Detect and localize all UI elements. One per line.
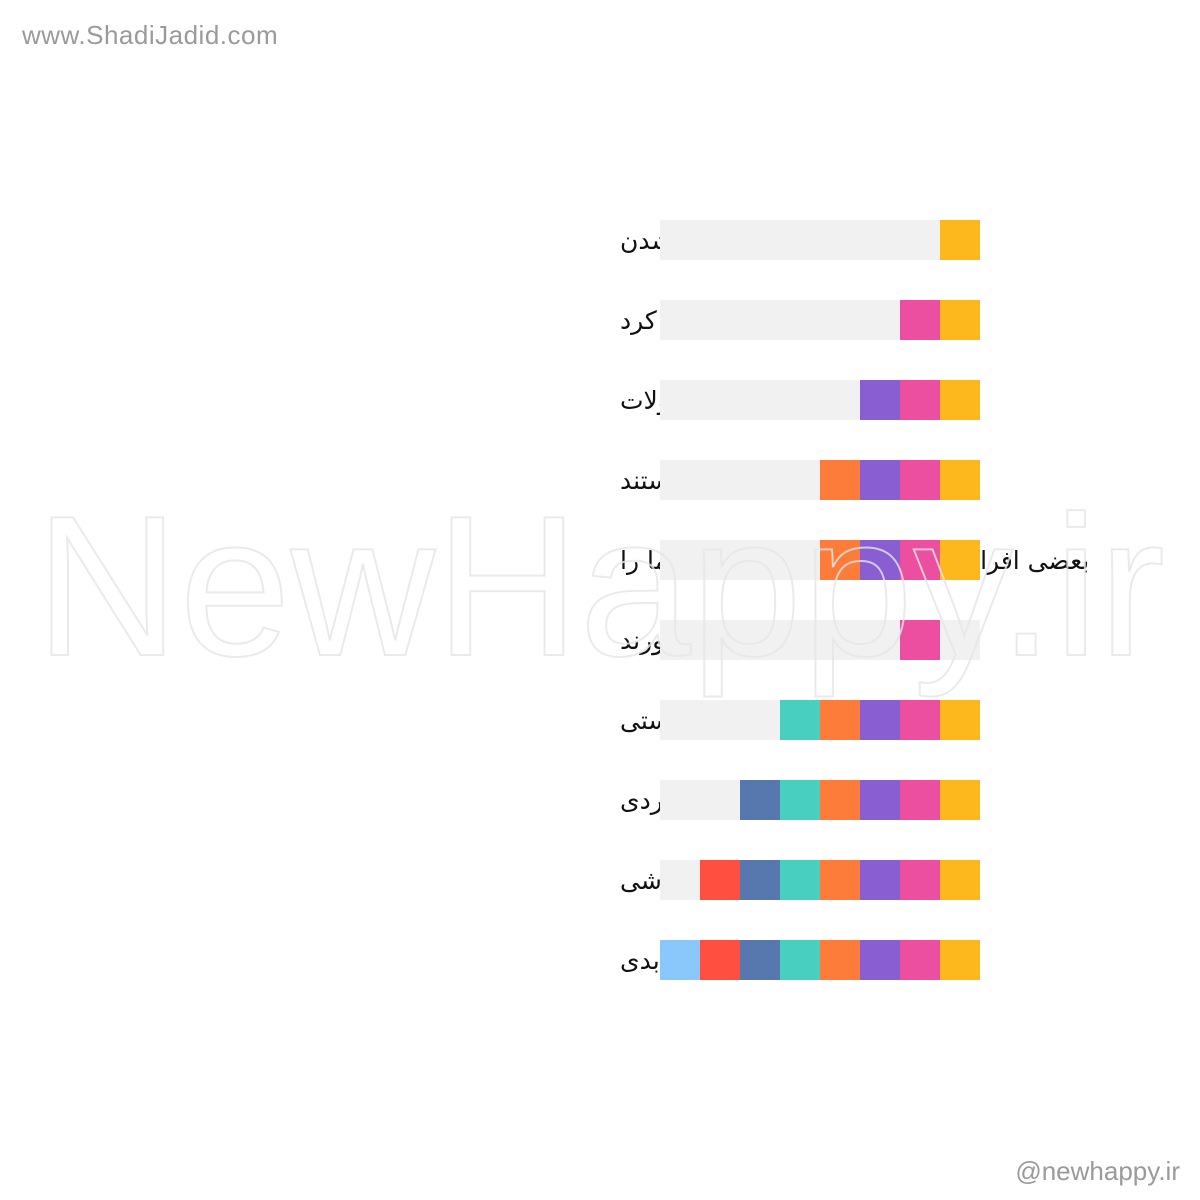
block [740, 940, 780, 980]
block [900, 620, 940, 660]
block [820, 940, 860, 980]
website: www.ShadiJadid.com [21, 20, 278, 50]
block [860, 860, 900, 900]
block [780, 860, 820, 900]
block [820, 460, 860, 500]
block [860, 380, 900, 420]
block [780, 780, 820, 820]
track [660, 220, 980, 260]
block [700, 940, 740, 980]
block [700, 860, 740, 900]
block [940, 700, 980, 740]
block [940, 540, 980, 580]
block [940, 860, 980, 900]
block [900, 540, 940, 580]
block [900, 460, 940, 500]
block [940, 300, 980, 340]
handle: @newhappy.ir [1015, 1156, 1180, 1186]
block [900, 380, 940, 420]
block [780, 940, 820, 980]
block [660, 940, 700, 980]
block [900, 940, 940, 980]
block [780, 700, 820, 740]
watermark: NewHappy.ir [35, 475, 1165, 698]
block [740, 780, 780, 820]
block [860, 700, 900, 740]
block [860, 940, 900, 980]
block [900, 300, 940, 340]
block [860, 540, 900, 580]
block [940, 220, 980, 260]
block [940, 460, 980, 500]
block [860, 780, 900, 820]
block [820, 700, 860, 740]
block [820, 860, 860, 900]
block [940, 380, 980, 420]
block [900, 780, 940, 820]
block [900, 860, 940, 900]
block [740, 860, 780, 900]
block [900, 700, 940, 740]
block [860, 460, 900, 500]
block [820, 540, 860, 580]
block [820, 780, 860, 820]
block [940, 780, 980, 820]
block [940, 940, 980, 980]
